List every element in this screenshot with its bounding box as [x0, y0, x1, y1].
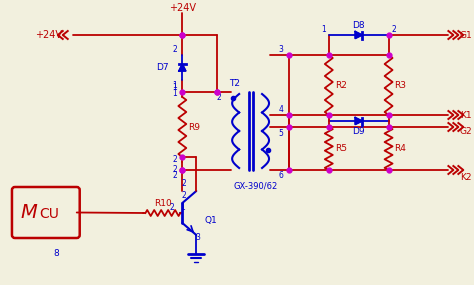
Text: 1: 1 [173, 80, 177, 89]
Text: K2: K2 [461, 174, 472, 182]
Text: Q1: Q1 [204, 217, 217, 225]
Text: 2: 2 [182, 190, 187, 200]
Text: 2: 2 [173, 46, 177, 54]
Polygon shape [355, 32, 362, 38]
Text: G2: G2 [460, 127, 473, 137]
Text: 2: 2 [173, 166, 177, 174]
Text: 2: 2 [170, 203, 175, 211]
Text: 1: 1 [173, 89, 177, 99]
Text: R2: R2 [335, 80, 346, 89]
Polygon shape [179, 64, 186, 71]
Text: 2: 2 [217, 93, 221, 101]
Text: 2: 2 [173, 156, 177, 164]
Text: K1: K1 [460, 111, 472, 119]
Text: 5: 5 [279, 129, 283, 137]
Text: 4: 4 [279, 105, 283, 113]
Text: +24V: +24V [169, 3, 196, 13]
Text: 3: 3 [279, 44, 283, 54]
Text: T2: T2 [228, 80, 240, 89]
FancyBboxPatch shape [12, 187, 80, 238]
Text: 2: 2 [182, 178, 187, 188]
Text: 6: 6 [279, 172, 283, 180]
Text: R10: R10 [154, 198, 172, 207]
Text: 2: 2 [173, 170, 177, 180]
Text: G1: G1 [460, 30, 473, 40]
Text: $\mathit{M}$: $\mathit{M}$ [20, 203, 38, 222]
Text: 2: 2 [392, 25, 396, 34]
Text: 1: 1 [321, 25, 326, 34]
Text: R4: R4 [394, 144, 407, 153]
Text: +24V: +24V [35, 30, 62, 40]
Text: CU: CU [39, 207, 59, 221]
Text: 1: 1 [180, 203, 185, 211]
Text: R9: R9 [188, 123, 201, 131]
Text: 8: 8 [53, 249, 59, 258]
Text: 3: 3 [196, 233, 201, 243]
Text: R5: R5 [335, 144, 347, 153]
Text: D8: D8 [352, 21, 365, 30]
Text: 1: 1 [173, 82, 177, 91]
Text: D7: D7 [156, 63, 168, 72]
Text: R3: R3 [394, 80, 407, 89]
Text: D9: D9 [352, 127, 365, 135]
Text: GX-390/62: GX-390/62 [233, 182, 278, 190]
Polygon shape [355, 117, 362, 125]
